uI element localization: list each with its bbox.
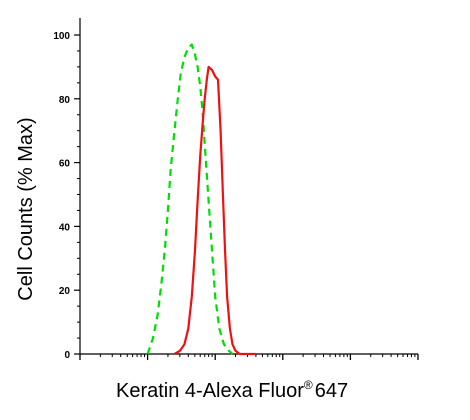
y-tick-label: 40 bbox=[59, 222, 71, 233]
series-line-2 bbox=[173, 65, 256, 356]
y-axis-title: Cell Counts (% Max) bbox=[15, 117, 37, 300]
series-line-1 bbox=[146, 43, 234, 355]
axes: 0 20 40 60 80 100 bbox=[53, 18, 419, 361]
series-layer bbox=[146, 43, 256, 356]
x-axis-title: Keratin 4-Alexa Fluor® 647 bbox=[116, 378, 348, 402]
y-tick-label: 60 bbox=[59, 159, 71, 170]
y-tick-label: 20 bbox=[59, 286, 71, 297]
y-tick-label: 0 bbox=[64, 350, 70, 361]
x-axis-title-suffix: 647 bbox=[315, 380, 348, 402]
labels: Cell Counts (% Max) Keratin 4-Alexa Fluo… bbox=[15, 117, 348, 402]
x-axis-title-main: Keratin 4-Alexa Fluor bbox=[116, 380, 304, 402]
y-tick-label: 100 bbox=[53, 31, 70, 42]
x-axis-title-superscript: ® bbox=[304, 378, 313, 392]
y-tick-label: 80 bbox=[59, 95, 71, 106]
